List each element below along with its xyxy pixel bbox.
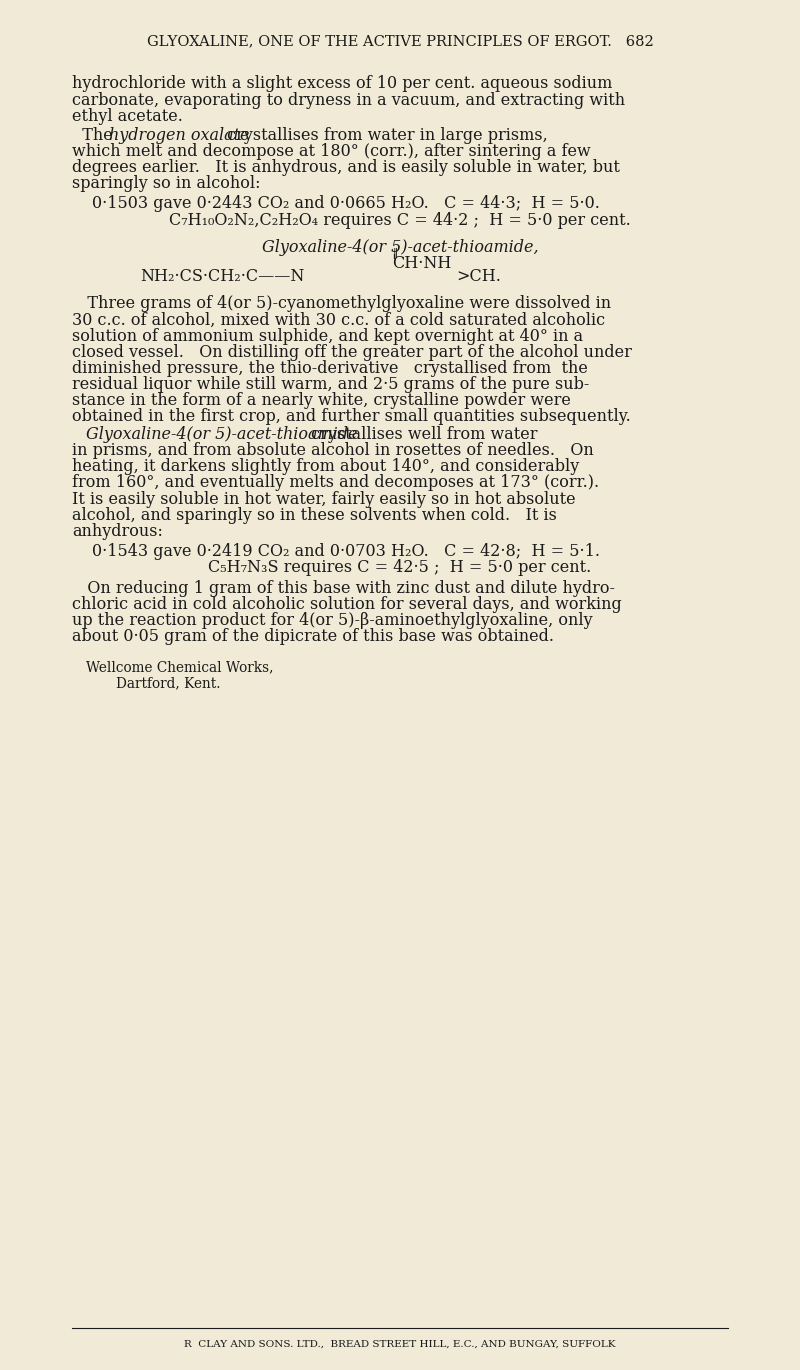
Text: >CH.: >CH. (456, 269, 501, 285)
Text: On reducing 1 gram of this base with zinc dust and dilute hydro-: On reducing 1 gram of this base with zin… (72, 580, 615, 596)
Text: from 160°, and eventually melts and decomposes at 173° (corr.).: from 160°, and eventually melts and deco… (72, 474, 599, 492)
Text: Three grams of 4(or 5)-cyanomethylglyoxaline were dissolved in: Three grams of 4(or 5)-cyanomethylglyoxa… (72, 295, 611, 312)
Text: up the reaction product for 4(or 5)-β-aminoethylglyoxaline, only: up the reaction product for 4(or 5)-β-am… (72, 612, 593, 629)
Text: C₅H₇N₃S requires C = 42·5 ;  H = 5·0 per cent.: C₅H₇N₃S requires C = 42·5 ; H = 5·0 per … (208, 559, 592, 577)
Text: about 0·05 gram of the dipicrate of this base was obtained.: about 0·05 gram of the dipicrate of this… (72, 627, 554, 645)
Text: closed vessel.   On distilling off the greater part of the alcohol under: closed vessel. On distilling off the gre… (72, 344, 632, 360)
Text: residual liquor while still warm, and 2·5 grams of the pure sub-: residual liquor while still warm, and 2·… (72, 375, 590, 393)
Text: degrees earlier.   It is anhydrous, and is easily soluble in water, but: degrees earlier. It is anhydrous, and is… (72, 159, 620, 175)
Text: hydrogen oxalate: hydrogen oxalate (109, 126, 250, 144)
Text: obtained in the first crop, and further small quantities subsequently.: obtained in the first crop, and further … (72, 408, 630, 425)
Text: which melt and decompose at 180° (corr.), after sintering a few: which melt and decompose at 180° (corr.)… (72, 142, 590, 160)
Text: carbonate, evaporating to dryness in a vacuum, and extracting with: carbonate, evaporating to dryness in a v… (72, 92, 625, 108)
Text: 30 c.c. of alcohol, mixed with 30 c.c. of a cold saturated alcoholic: 30 c.c. of alcohol, mixed with 30 c.c. o… (72, 311, 605, 329)
Text: NH₂·CS·CH₂·C——N: NH₂·CS·CH₂·C——N (140, 269, 304, 285)
Text: in prisms, and from absolute alcohol in rosettes of needles.   On: in prisms, and from absolute alcohol in … (72, 443, 594, 459)
Text: It is easily soluble in hot water, fairly easily so in hot absolute: It is easily soluble in hot water, fairl… (72, 490, 576, 507)
Text: Glyoxaline-4(or 5)-acet-thioamide,: Glyoxaline-4(or 5)-acet-thioamide, (262, 238, 538, 256)
Text: diminished pressure, the thio-derivative   crystallised from  the: diminished pressure, the thio-derivative… (72, 360, 588, 377)
Text: 0·1503 gave 0·2443 CO₂ and 0·0665 H₂O.   C = 44·3;  H = 5·0.: 0·1503 gave 0·2443 CO₂ and 0·0665 H₂O. C… (92, 196, 600, 212)
Text: C₇H₁₀O₂N₂,C₂H₂O₄ requires C = 44·2 ;  H = 5·0 per cent.: C₇H₁₀O₂N₂,C₂H₂O₄ requires C = 44·2 ; H =… (169, 211, 631, 229)
Text: Wellcome Chemical Works,: Wellcome Chemical Works, (86, 660, 274, 674)
Text: ‖: ‖ (393, 248, 398, 258)
Text: anhydrous:: anhydrous: (72, 523, 163, 540)
Text: 0·1543 gave 0·2419 CO₂ and 0·0703 H₂O.   C = 42·8;  H = 5·1.: 0·1543 gave 0·2419 CO₂ and 0·0703 H₂O. C… (92, 543, 600, 560)
Text: alcohol, and sparingly so in these solvents when cold.   It is: alcohol, and sparingly so in these solve… (72, 507, 557, 523)
Text: Glyoxaline-4(or 5)-acet-thioamide: Glyoxaline-4(or 5)-acet-thioamide (86, 426, 358, 443)
Text: CH·NH: CH·NH (392, 255, 451, 271)
Text: Dartford, Kent.: Dartford, Kent. (116, 675, 221, 690)
Text: crystallises well from water: crystallises well from water (306, 426, 538, 443)
Text: hydrochloride with a slight excess of 10 per cent. aqueous sodium: hydrochloride with a slight excess of 10… (72, 75, 612, 92)
Text: crystallises from water in large prisms,: crystallises from water in large prisms, (222, 126, 548, 144)
Text: The: The (72, 126, 118, 144)
Text: heating, it darkens slightly from about 140°, and considerably: heating, it darkens slightly from about … (72, 458, 579, 475)
Text: R  CLAY AND SONS. LTD.,  BREAD STREET HILL, E.C., AND BUNGAY, SUFFOLK: R CLAY AND SONS. LTD., BREAD STREET HILL… (184, 1340, 616, 1349)
Text: stance in the form of a nearly white, crystalline powder were: stance in the form of a nearly white, cr… (72, 392, 571, 410)
Text: solution of ammonium sulphide, and kept overnight at 40° in a: solution of ammonium sulphide, and kept … (72, 327, 583, 344)
Text: ethyl acetate.: ethyl acetate. (72, 108, 183, 125)
Text: chloric acid in cold alcoholic solution for several days, and working: chloric acid in cold alcoholic solution … (72, 596, 622, 612)
Text: sparingly so in alcohol:: sparingly so in alcohol: (72, 175, 261, 192)
Text: GLYOXALINE, ONE OF THE ACTIVE PRINCIPLES OF ERGOT.   682: GLYOXALINE, ONE OF THE ACTIVE PRINCIPLES… (146, 34, 654, 48)
